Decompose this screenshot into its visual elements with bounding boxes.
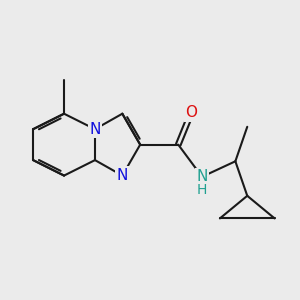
Text: N: N <box>89 122 101 137</box>
Text: N: N <box>117 168 128 183</box>
Text: O: O <box>185 105 197 120</box>
Text: N: N <box>196 169 208 184</box>
Text: H: H <box>196 183 207 197</box>
